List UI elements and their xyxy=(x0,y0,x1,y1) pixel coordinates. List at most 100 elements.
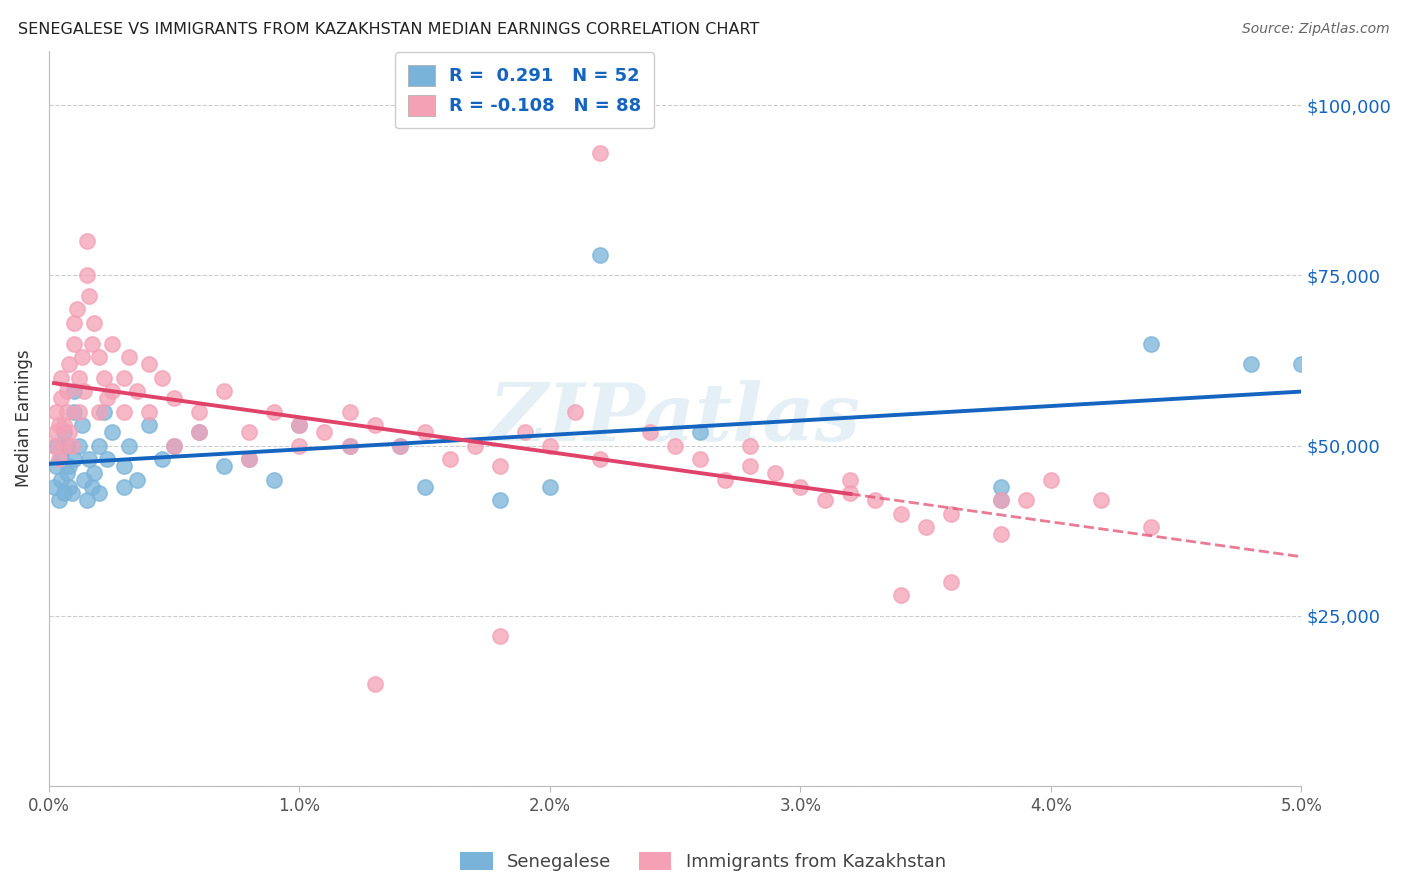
Point xyxy=(388,439,411,453)
Point xyxy=(990,493,1012,508)
Point xyxy=(87,404,110,418)
Point xyxy=(48,418,70,433)
Point xyxy=(118,350,141,364)
Point xyxy=(238,452,260,467)
Point xyxy=(789,479,811,493)
Point xyxy=(163,391,186,405)
Point xyxy=(70,418,93,433)
Point xyxy=(76,235,98,249)
Point xyxy=(990,493,1012,508)
Point xyxy=(439,452,461,467)
Point xyxy=(339,404,361,418)
Point xyxy=(63,404,86,418)
Point xyxy=(42,479,65,493)
Point xyxy=(87,439,110,453)
Legend: Senegalese, Immigrants from Kazakhstan: Senegalese, Immigrants from Kazakhstan xyxy=(453,845,953,879)
Point xyxy=(939,507,962,521)
Point xyxy=(42,439,65,453)
Point xyxy=(589,452,612,467)
Point xyxy=(51,391,73,405)
Point xyxy=(214,459,236,474)
Point xyxy=(564,404,586,418)
Point xyxy=(288,418,311,433)
Point xyxy=(67,404,90,418)
Point xyxy=(1140,520,1163,534)
Point xyxy=(689,425,711,439)
Point xyxy=(58,425,80,439)
Point xyxy=(689,452,711,467)
Point xyxy=(488,459,510,474)
Point xyxy=(188,425,211,439)
Point xyxy=(263,404,285,418)
Point xyxy=(464,439,486,453)
Point xyxy=(1039,473,1062,487)
Point xyxy=(63,336,86,351)
Point xyxy=(73,473,96,487)
Point xyxy=(63,384,86,399)
Point xyxy=(83,316,105,330)
Point xyxy=(53,425,76,439)
Point xyxy=(238,452,260,467)
Point xyxy=(77,289,100,303)
Point xyxy=(990,527,1012,541)
Point xyxy=(118,439,141,453)
Point xyxy=(96,391,118,405)
Point xyxy=(55,439,77,453)
Point xyxy=(45,439,67,453)
Point xyxy=(55,466,77,480)
Point xyxy=(51,370,73,384)
Point xyxy=(538,439,561,453)
Point xyxy=(150,370,173,384)
Point xyxy=(76,268,98,283)
Point xyxy=(125,473,148,487)
Point xyxy=(58,459,80,474)
Point xyxy=(363,418,385,433)
Point xyxy=(889,589,911,603)
Point xyxy=(488,629,510,643)
Point xyxy=(96,452,118,467)
Point xyxy=(112,370,135,384)
Point xyxy=(589,248,612,262)
Point xyxy=(48,452,70,467)
Point xyxy=(339,439,361,453)
Point xyxy=(83,466,105,480)
Point xyxy=(839,486,862,500)
Point xyxy=(100,384,122,399)
Point xyxy=(513,425,536,439)
Point xyxy=(138,418,160,433)
Point xyxy=(93,370,115,384)
Point xyxy=(740,439,762,453)
Point xyxy=(87,486,110,500)
Point xyxy=(664,439,686,453)
Point xyxy=(55,384,77,399)
Point xyxy=(763,466,786,480)
Point xyxy=(263,473,285,487)
Point xyxy=(1240,357,1263,371)
Point xyxy=(413,425,436,439)
Point xyxy=(914,520,936,534)
Point xyxy=(80,479,103,493)
Point xyxy=(112,404,135,418)
Point xyxy=(45,425,67,439)
Point xyxy=(1140,336,1163,351)
Point xyxy=(58,357,80,371)
Point xyxy=(51,473,73,487)
Point xyxy=(51,452,73,467)
Point xyxy=(100,336,122,351)
Point xyxy=(740,459,762,474)
Legend: R =  0.291   N = 52, R = -0.108   N = 88: R = 0.291 N = 52, R = -0.108 N = 88 xyxy=(395,53,654,128)
Point xyxy=(413,479,436,493)
Point xyxy=(70,350,93,364)
Point xyxy=(814,493,837,508)
Point xyxy=(93,404,115,418)
Point xyxy=(87,350,110,364)
Point xyxy=(163,439,186,453)
Point xyxy=(53,418,76,433)
Point xyxy=(163,439,186,453)
Point xyxy=(60,439,83,453)
Point xyxy=(638,425,661,439)
Point xyxy=(58,479,80,493)
Point xyxy=(1291,357,1313,371)
Point xyxy=(939,574,962,589)
Point xyxy=(45,459,67,474)
